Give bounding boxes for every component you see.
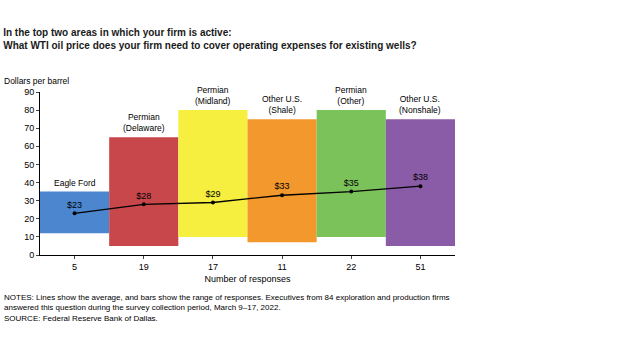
svg-text:In the top two areas in which: In the top two areas in which your firm … [3, 27, 416, 51]
svg-text:Permian(Other): Permian(Other) [335, 85, 367, 106]
svg-text:$33: $33 [275, 181, 290, 191]
svg-text:60: 60 [24, 141, 34, 151]
svg-text:90: 90 [24, 87, 34, 97]
svg-text:$29: $29 [205, 189, 220, 199]
svg-text:Other U.S.(Shale): Other U.S.(Shale) [262, 94, 302, 115]
svg-text:80: 80 [24, 105, 34, 115]
svg-text:NOTES: Lines show the average,: NOTES: Lines show the average, and bars … [4, 293, 450, 323]
svg-text:0: 0 [29, 250, 34, 260]
svg-text:$38: $38 [413, 172, 428, 182]
svg-text:22: 22 [346, 262, 356, 272]
svg-text:70: 70 [24, 123, 34, 133]
svg-text:Dollars per barrel: Dollars per barrel [4, 76, 69, 86]
svg-text:$23: $23 [67, 200, 82, 210]
svg-text:Permian(Midland): Permian(Midland) [195, 85, 231, 106]
svg-text:10: 10 [24, 232, 34, 242]
svg-text:50: 50 [24, 160, 34, 170]
svg-text:Other U.S.(Nonshale): Other U.S.(Nonshale) [399, 94, 441, 115]
svg-text:30: 30 [24, 196, 34, 206]
svg-text:5: 5 [72, 262, 77, 272]
svg-text:20: 20 [24, 214, 34, 224]
svg-text:51: 51 [415, 262, 425, 272]
svg-text:Eagle Ford: Eagle Ford [54, 178, 96, 188]
svg-text:$28: $28 [136, 191, 151, 201]
svg-text:Number of responses: Number of responses [204, 274, 291, 284]
svg-text:$35: $35 [344, 178, 359, 188]
svg-text:17: 17 [208, 262, 218, 272]
svg-text:19: 19 [139, 262, 149, 272]
svg-text:11: 11 [277, 262, 286, 272]
svg-text:Permian(Delaware): Permian(Delaware) [123, 112, 165, 133]
svg-text:40: 40 [24, 178, 34, 188]
